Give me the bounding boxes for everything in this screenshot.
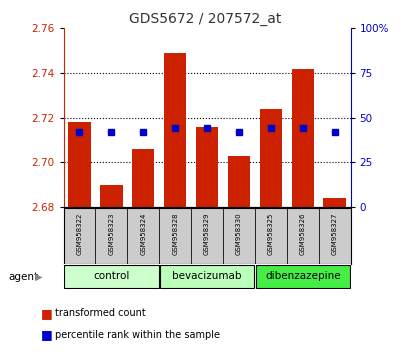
Text: percentile rank within the sample: percentile rank within the sample [55,330,220,339]
Bar [291,69,313,207]
Text: ▶: ▶ [35,272,43,282]
Bar [95,208,127,264]
Bar [318,208,350,264]
Bar [127,208,159,264]
Text: transformed count: transformed count [55,308,146,318]
Text: ■: ■ [41,328,53,341]
Bar [164,53,186,207]
Text: GSM958327: GSM958327 [331,212,337,255]
Text: GSM958322: GSM958322 [76,212,82,255]
Bar [159,208,191,264]
Bar [160,266,254,287]
Text: GSM958329: GSM958329 [204,212,209,255]
Text: GSM958324: GSM958324 [140,212,146,255]
Bar [68,122,90,207]
Bar [64,266,158,287]
Bar [227,156,249,207]
Text: GDS5672 / 207572_at: GDS5672 / 207572_at [128,12,281,27]
Bar [196,127,218,207]
Text: GSM958325: GSM958325 [267,212,273,255]
Bar [222,208,254,264]
Bar [132,149,154,207]
Text: GSM958326: GSM958326 [299,212,305,255]
Bar [259,109,281,207]
Text: ■: ■ [41,307,53,320]
Text: control: control [93,272,129,281]
Bar [323,198,345,207]
Text: GSM958330: GSM958330 [235,212,241,255]
Bar [254,208,286,264]
Text: GSM958328: GSM958328 [172,212,178,255]
Text: agent: agent [8,272,38,282]
Text: GSM958323: GSM958323 [108,212,114,255]
Bar [255,266,349,287]
Bar [286,208,318,264]
Bar [100,185,122,207]
Bar [63,208,95,264]
Text: dibenzazepine: dibenzazepine [264,272,340,281]
Text: bevacizumab: bevacizumab [172,272,241,281]
Bar [191,208,222,264]
